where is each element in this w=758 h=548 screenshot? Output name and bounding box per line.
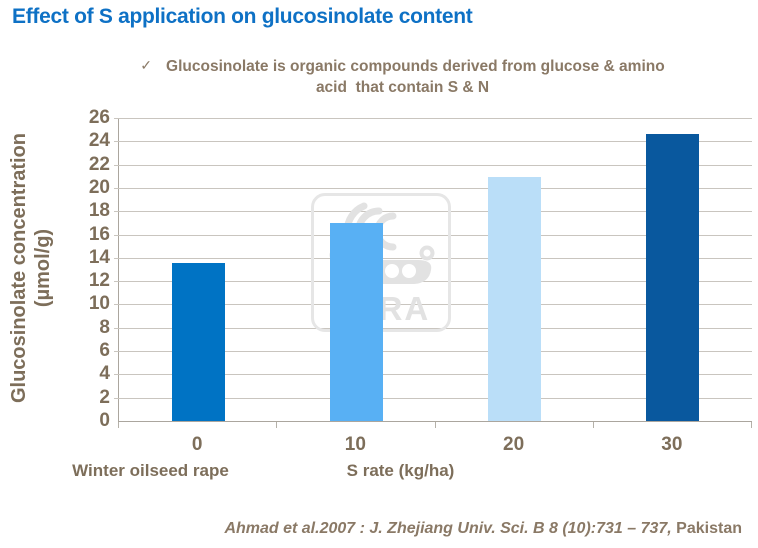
subtitle-line-1: ✓ Glucosinolate is organic compounds deri… bbox=[80, 56, 725, 77]
y-axis-title-line-2: (µmol/g) bbox=[32, 228, 54, 308]
y-axis-title: Glucosinolate concentration (µmol/g) bbox=[7, 98, 55, 438]
subtitle-bullet: ✓ Glucosinolate is organic compounds deri… bbox=[80, 56, 725, 98]
page-title: Effect of S application on glucosinolate… bbox=[12, 5, 473, 28]
x-tick-label-30: 30 bbox=[661, 434, 683, 455]
gridline-6 bbox=[114, 351, 752, 353]
gridline-26 bbox=[114, 118, 752, 119]
checkmark-icon: ✓ bbox=[140, 57, 153, 73]
gridline-18 bbox=[114, 211, 752, 213]
gridline-4 bbox=[114, 374, 752, 376]
plot-area: YARA bbox=[114, 118, 752, 422]
x-tick-mark bbox=[118, 422, 119, 428]
x-tick-mark bbox=[276, 422, 278, 428]
y-tick-label-18: 18 bbox=[88, 200, 110, 222]
bar-30 bbox=[646, 134, 700, 421]
x-tick-mark bbox=[592, 422, 594, 428]
gridline-8 bbox=[114, 327, 752, 329]
gridline-16 bbox=[114, 234, 752, 236]
bar-0 bbox=[171, 262, 225, 421]
x-tick-mark bbox=[751, 422, 752, 428]
subtitle-text-1: Glucosinolate is organic compounds deriv… bbox=[166, 58, 665, 75]
bar-10 bbox=[329, 222, 383, 421]
gridline-10 bbox=[114, 304, 752, 306]
y-tick-label-2: 2 bbox=[99, 386, 110, 408]
x-tick-label-0: 0 bbox=[191, 434, 203, 455]
y-tick-label-20: 20 bbox=[88, 176, 110, 198]
gridline-24 bbox=[114, 141, 752, 143]
bar-20 bbox=[488, 177, 542, 421]
gridline-22 bbox=[114, 164, 752, 166]
citation: Ahmad et al.2007 : J. Zhejiang Univ. Sci… bbox=[224, 520, 742, 538]
x-annotation: Winter oilseed rape bbox=[72, 461, 229, 480]
gridline-2 bbox=[114, 397, 752, 399]
citation-country: Pakistan bbox=[671, 520, 742, 537]
y-tick-label-22: 22 bbox=[88, 153, 110, 175]
x-tick-label-20: 20 bbox=[503, 434, 525, 455]
y-tick-label-26: 26 bbox=[88, 107, 110, 128]
y-tick-label-6: 6 bbox=[99, 340, 110, 362]
y-tick-label-4: 4 bbox=[99, 363, 110, 385]
y-tick-label-8: 8 bbox=[99, 316, 110, 338]
y-tick-label-0: 0 bbox=[99, 410, 110, 431]
y-tick-label-10: 10 bbox=[88, 293, 110, 315]
x-tick-label-10: 10 bbox=[344, 434, 366, 455]
gridline-12 bbox=[114, 281, 752, 283]
y-axis-title-line-1: Glucosinolate concentration bbox=[8, 132, 30, 404]
y-tick-label-24: 24 bbox=[88, 130, 110, 152]
gridline-20 bbox=[114, 187, 752, 189]
x-axis-title: S rate (kg/ha) bbox=[346, 461, 455, 480]
gridline-14 bbox=[114, 257, 752, 259]
subtitle-line-2: acid that contain S & N bbox=[315, 79, 490, 96]
x-tick-mark bbox=[434, 422, 436, 428]
citation-italic: Ahmad et al.2007 : J. Zhejiang Univ. Sci… bbox=[224, 520, 672, 537]
y-tick-label-16: 16 bbox=[88, 223, 110, 245]
y-tick-label-14: 14 bbox=[88, 246, 110, 268]
y-tick-label-12: 12 bbox=[88, 270, 110, 292]
